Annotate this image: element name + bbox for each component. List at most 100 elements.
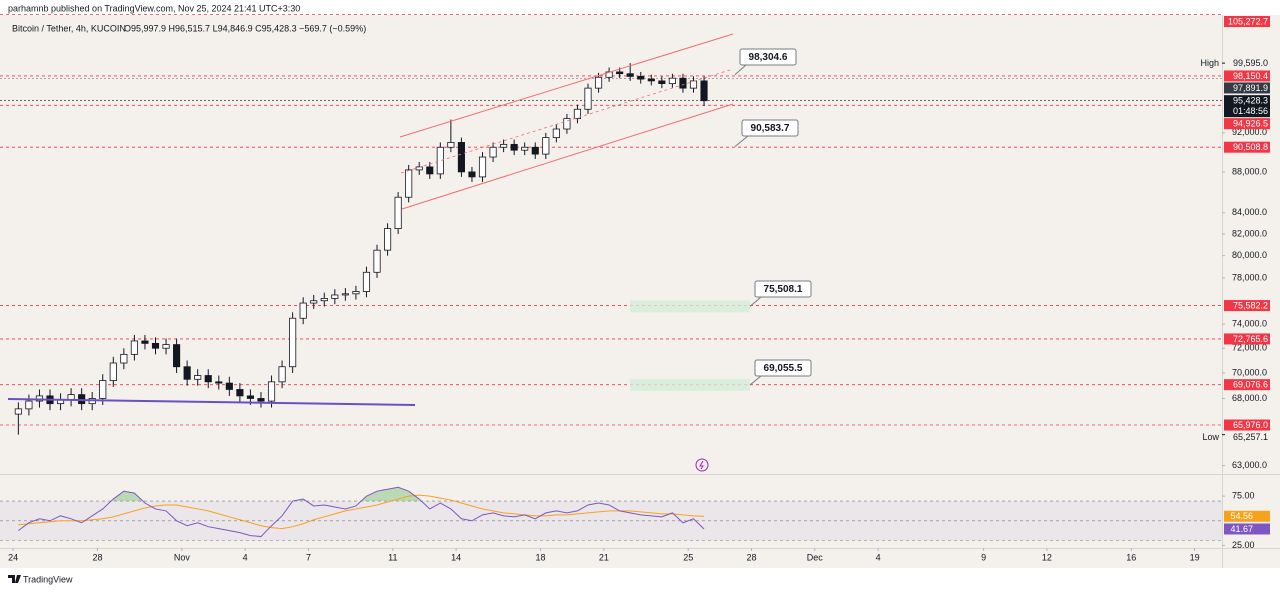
x-tick-label: 18 bbox=[536, 552, 546, 562]
price-tag-label: 72,765.6 bbox=[1233, 334, 1268, 344]
brand: TradingView bbox=[23, 574, 73, 584]
candle-body bbox=[594, 76, 603, 89]
candle-body bbox=[162, 344, 170, 349]
candle-body bbox=[584, 87, 592, 110]
candle-body bbox=[542, 137, 550, 155]
price-tag-label: 75,582.2 bbox=[1233, 300, 1268, 310]
x-tick-label: 21 bbox=[599, 552, 609, 562]
callout-box bbox=[754, 280, 812, 298]
price-tag bbox=[1224, 419, 1270, 431]
price-tag-label: 94,926.5 bbox=[1233, 119, 1268, 129]
x-tick-label: 19 bbox=[1190, 552, 1200, 562]
y-tick-label: 78,000.0 bbox=[1232, 272, 1267, 282]
candle-body bbox=[637, 76, 645, 80]
price-tag bbox=[1224, 70, 1270, 82]
plot-background bbox=[0, 15, 1222, 568]
candle-body bbox=[120, 353, 128, 364]
candle-body bbox=[278, 366, 286, 383]
price-tag-label: 98,150.4 bbox=[1233, 71, 1268, 81]
y-tick-label: 68,000.0 bbox=[1232, 393, 1267, 403]
candle-body bbox=[552, 128, 560, 139]
event-bolt bbox=[699, 460, 704, 470]
x-tick-label: 14 bbox=[451, 552, 461, 562]
candle-body bbox=[362, 271, 371, 292]
candle-body bbox=[331, 294, 339, 299]
rsi-line bbox=[18, 486, 705, 538]
candle-body bbox=[204, 375, 212, 383]
candle-body bbox=[352, 291, 360, 295]
candle-body bbox=[384, 228, 392, 251]
candle-body bbox=[468, 171, 476, 178]
candle-body bbox=[25, 400, 33, 410]
x-tick-label: 9 bbox=[981, 552, 986, 562]
x-tick-label: Nov bbox=[174, 552, 191, 562]
rsi-tick-label: 25.00 bbox=[1232, 540, 1255, 550]
zone bbox=[630, 300, 750, 313]
candle-body bbox=[616, 71, 624, 75]
rsi-tag-label: 41.67 bbox=[1230, 524, 1253, 534]
candle-body bbox=[658, 80, 666, 85]
candle-body bbox=[489, 146, 497, 158]
x-tick-label: 11 bbox=[388, 552, 397, 562]
x-tick-label: 16 bbox=[1126, 552, 1136, 562]
callout-label: 98,304.6 bbox=[749, 52, 788, 63]
x-tick-label: 24 bbox=[8, 552, 18, 562]
rsi-tag bbox=[1224, 510, 1270, 522]
trend-line bbox=[7, 398, 416, 406]
price-tag bbox=[1224, 379, 1270, 391]
y-tick-label: 92,000.0 bbox=[1232, 127, 1267, 137]
publisher: parhamnb published on TradingView.com, N… bbox=[8, 3, 300, 13]
callout-pointer bbox=[749, 296, 762, 307]
candle-body bbox=[246, 395, 254, 399]
channel-top bbox=[399, 33, 734, 138]
rsi-tag-label: 54.56 bbox=[1230, 511, 1253, 521]
candle-body bbox=[626, 73, 634, 77]
x-tick-label: 7 bbox=[306, 552, 311, 562]
candle-body bbox=[679, 77, 687, 89]
candle-body bbox=[151, 342, 160, 349]
price-tag-label: 65,976.0 bbox=[1233, 420, 1268, 430]
callout-pointer bbox=[734, 135, 749, 147]
callout-box bbox=[739, 48, 797, 66]
candle-body bbox=[109, 362, 117, 381]
rsi-line bbox=[18, 494, 705, 530]
candle-body bbox=[257, 398, 265, 402]
price-tag-label: 90,508.8 bbox=[1233, 142, 1268, 152]
event-icon[interactable] bbox=[695, 458, 709, 472]
candle-body bbox=[299, 302, 307, 319]
price-tag bbox=[1224, 95, 1270, 118]
candle-body bbox=[130, 340, 138, 355]
x-tick-label: 4 bbox=[876, 552, 881, 562]
candle-body bbox=[236, 389, 244, 397]
x-tick-label: 28 bbox=[747, 552, 757, 562]
price-tag bbox=[1224, 300, 1270, 312]
candle-body bbox=[99, 380, 107, 399]
candle-body bbox=[647, 78, 655, 82]
candle-body bbox=[215, 381, 223, 384]
callout-box bbox=[741, 119, 799, 137]
y-tick-label: 82,000.0 bbox=[1232, 228, 1267, 238]
y-tick-label: 80,000.0 bbox=[1232, 250, 1267, 260]
zone bbox=[630, 378, 750, 391]
candle-body bbox=[521, 146, 529, 151]
rsi-tag bbox=[1224, 523, 1270, 535]
callout-label: 75,508.1 bbox=[764, 284, 803, 295]
candle-body bbox=[510, 143, 518, 151]
y-tick-label: 63,000.0 bbox=[1232, 460, 1267, 470]
rsi-band bbox=[0, 501, 1222, 541]
candle-body bbox=[531, 146, 539, 155]
candle-body bbox=[478, 156, 487, 178]
candle-body bbox=[405, 169, 413, 198]
brand-logo bbox=[8, 575, 21, 583]
rsi-tick-label: 75.00 bbox=[1232, 490, 1255, 500]
extreme-name: High bbox=[1200, 58, 1219, 68]
callout-label: 69,055.5 bbox=[764, 363, 803, 374]
callout-label: 90,583.7 bbox=[751, 123, 790, 134]
candle-body bbox=[426, 166, 434, 175]
candle-body bbox=[457, 142, 465, 173]
x-tick-label: Dec bbox=[807, 552, 824, 562]
candle-body bbox=[373, 249, 381, 273]
callout-pointer bbox=[749, 375, 762, 386]
price-tag-label: 105,272.7 bbox=[1228, 16, 1268, 26]
